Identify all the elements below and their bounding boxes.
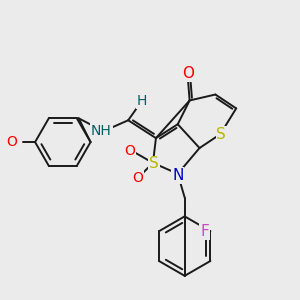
Text: F: F [200, 224, 209, 239]
Text: NH: NH [91, 124, 112, 138]
Text: S: S [217, 127, 226, 142]
Text: O: O [6, 135, 17, 149]
Text: N: N [172, 168, 183, 183]
Text: H: H [137, 94, 147, 109]
Text: S: S [149, 156, 159, 171]
Text: O: O [133, 171, 143, 185]
Text: O: O [125, 144, 136, 158]
Text: O: O [182, 66, 194, 81]
